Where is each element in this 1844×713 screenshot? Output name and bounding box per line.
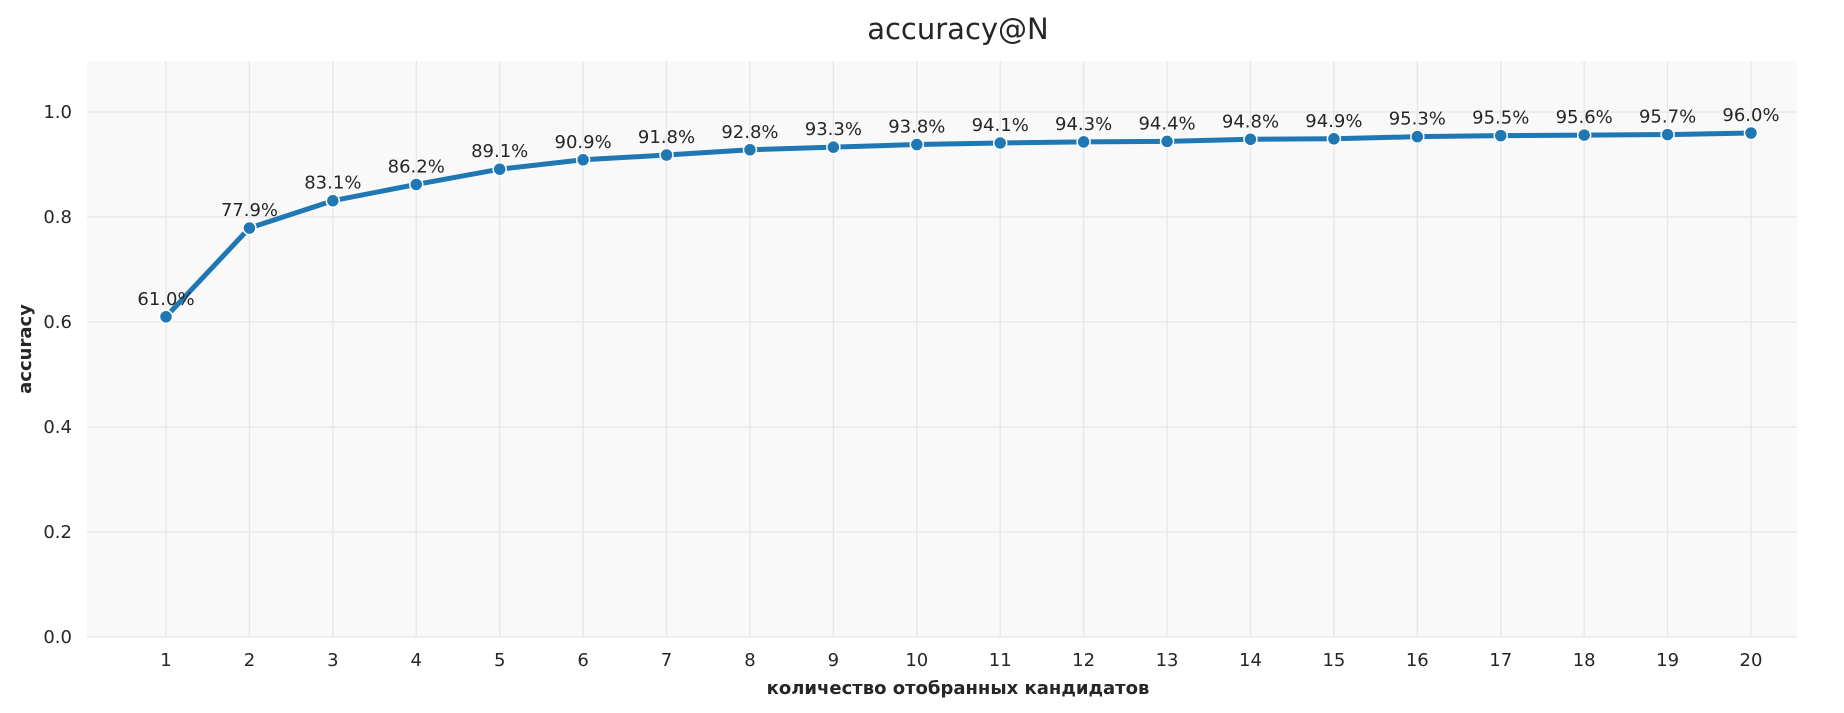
x-tick-label: 11 bbox=[989, 650, 1012, 671]
x-tick-label: 15 bbox=[1322, 650, 1345, 671]
plot-background bbox=[87, 61, 1797, 637]
data-label: 89.1% bbox=[471, 141, 528, 162]
y-tick-label: 0.0 bbox=[43, 627, 72, 648]
data-label: 93.3% bbox=[805, 119, 862, 140]
data-point bbox=[1243, 132, 1258, 147]
data-point bbox=[1493, 128, 1508, 143]
x-tick-label: 16 bbox=[1406, 650, 1429, 671]
data-label: 95.7% bbox=[1639, 107, 1696, 128]
data-point bbox=[742, 142, 758, 158]
data-label: 92.8% bbox=[721, 122, 778, 143]
data-points bbox=[158, 125, 1759, 324]
x-tick-label: 5 bbox=[494, 650, 505, 671]
data-point bbox=[1410, 129, 1425, 144]
series-line bbox=[163, 130, 1754, 320]
data-label: 94.4% bbox=[1138, 113, 1195, 134]
chart-title: accuracy@N bbox=[867, 12, 1049, 46]
data-label: 95.5% bbox=[1472, 108, 1529, 129]
data-point bbox=[992, 135, 1008, 151]
x-tick-label: 8 bbox=[744, 650, 755, 671]
x-tick-label: 6 bbox=[577, 650, 588, 671]
data-point bbox=[909, 137, 925, 152]
data-point bbox=[492, 161, 507, 177]
x-tick-label: 18 bbox=[1573, 650, 1596, 671]
data-labels: 61.0% 77.9% 83.1% 86.2% 89.1% 90.9% 91.8% 92.8%… bbox=[137, 105, 1779, 310]
data-point bbox=[242, 220, 257, 236]
series-line-layer bbox=[163, 130, 1754, 320]
data-label: 86.2% bbox=[388, 156, 445, 177]
x-tick-label: 12 bbox=[1072, 650, 1095, 671]
y-tick-label: 0.2 bbox=[43, 522, 72, 543]
x-tick-label: 2 bbox=[244, 650, 255, 671]
data-label: 90.9% bbox=[555, 132, 612, 153]
x-tick-label: 20 bbox=[1740, 650, 1763, 671]
data-label: 61.0% bbox=[137, 289, 194, 310]
data-point bbox=[659, 147, 674, 163]
y-tick-label: 0.4 bbox=[43, 417, 72, 438]
data-point bbox=[158, 309, 174, 324]
data-label: 83.1% bbox=[304, 173, 361, 194]
data-point bbox=[1076, 134, 1091, 150]
x-tick-label: 14 bbox=[1239, 650, 1262, 671]
x-tick-label: 7 bbox=[661, 650, 672, 671]
y-axis-ticks: 0.0 0.2 0.4 0.6 0.8 1.0 bbox=[43, 102, 72, 648]
y-tick-label: 1.0 bbox=[43, 102, 72, 123]
x-tick-label: 1 bbox=[160, 650, 171, 671]
x-tick-label: 13 bbox=[1156, 650, 1179, 671]
y-axis-label: accuracy bbox=[15, 304, 36, 394]
x-axis-label: количество отобранных кандидатов bbox=[767, 678, 1150, 699]
x-tick-label: 17 bbox=[1489, 650, 1512, 671]
x-tick-label: 10 bbox=[905, 650, 928, 671]
data-point bbox=[1326, 131, 1342, 147]
data-label: 91.8% bbox=[638, 127, 695, 148]
y-tick-label: 0.8 bbox=[43, 207, 72, 228]
y-tick-label: 0.6 bbox=[43, 312, 72, 333]
data-label: 94.1% bbox=[972, 115, 1029, 136]
x-tick-label: 4 bbox=[411, 650, 422, 671]
data-point bbox=[1660, 127, 1675, 142]
data-label: 95.3% bbox=[1389, 109, 1446, 130]
x-axis-ticks: 1 2 3 4 5 6 7 8 9 10 11 12 13 14 15 16 17 18 19 20 bbox=[160, 650, 1762, 671]
data-point bbox=[1743, 125, 1759, 141]
data-point bbox=[325, 193, 341, 208]
data-point bbox=[1159, 134, 1175, 149]
data-label: 94.3% bbox=[1055, 114, 1112, 135]
data-point bbox=[575, 152, 591, 168]
data-label: 93.8% bbox=[888, 117, 945, 138]
data-point bbox=[826, 139, 841, 155]
x-tick-label: 19 bbox=[1656, 650, 1679, 671]
data-label: 96.0% bbox=[1722, 105, 1779, 126]
data-label: 77.9% bbox=[221, 200, 278, 221]
data-point bbox=[1576, 127, 1592, 143]
x-tick-label: 9 bbox=[828, 650, 839, 671]
data-label: 95.6% bbox=[1556, 107, 1613, 128]
data-label: 94.9% bbox=[1305, 111, 1362, 132]
x-tick-label: 3 bbox=[327, 650, 338, 671]
data-label: 94.8% bbox=[1222, 111, 1279, 132]
data-point bbox=[409, 177, 424, 192]
